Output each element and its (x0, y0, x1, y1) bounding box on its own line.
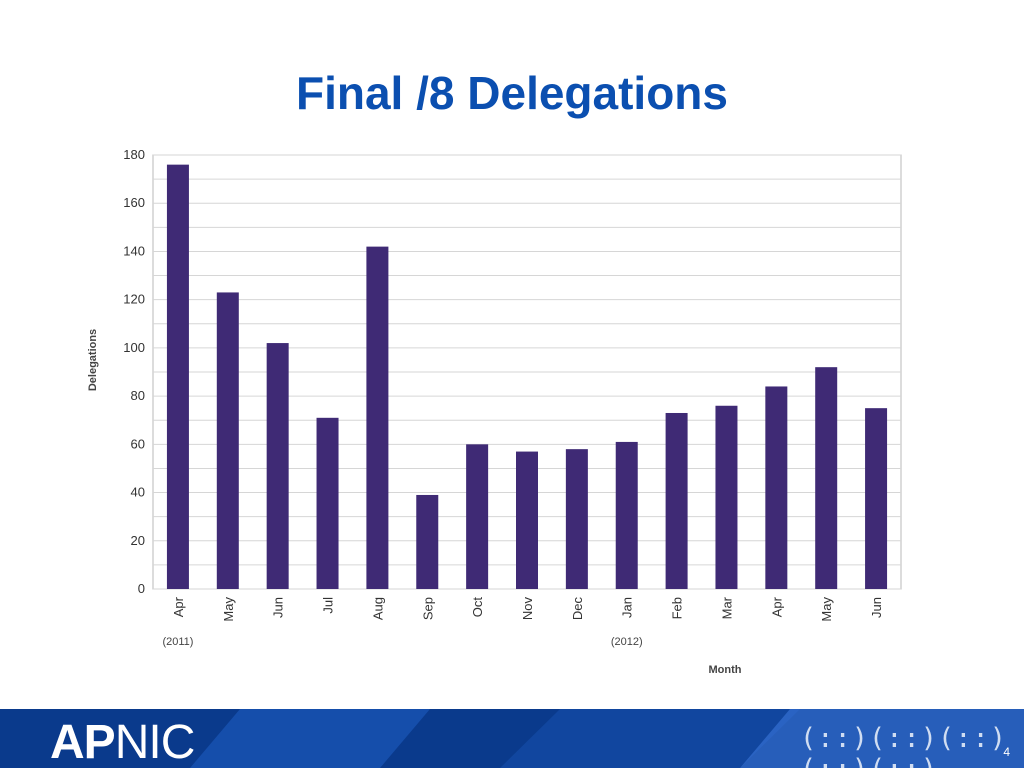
y-tick-label: 80 (131, 388, 145, 403)
bar-may-1 (216, 292, 239, 589)
x-tick-label: Dec (570, 597, 585, 621)
x-tick-label: Feb (670, 597, 685, 619)
bar-dec-8 (565, 449, 588, 589)
y-tick-label: 40 (131, 485, 145, 500)
bar-apr-0 (166, 164, 189, 589)
y-tick-label: 180 (123, 147, 145, 162)
bar-oct-6 (466, 444, 489, 589)
y-tick-label: 100 (123, 340, 145, 355)
x-tick-label: Jan (620, 597, 635, 618)
apnic-logo: APNIC (50, 715, 196, 768)
x-tick-label: Jun (271, 597, 286, 618)
bar-jun-2 (266, 343, 289, 589)
bar-may-13 (815, 367, 838, 589)
bar-jun-14 (865, 408, 888, 589)
x-tick-label: Mar (719, 596, 734, 619)
y-axis-title: Delegations (87, 329, 99, 391)
logo-nic: NIC (114, 716, 196, 768)
delegations-bar-chart: 0 20 40 60 80 100 120 140 160 180 Apr May Jun Jul Aug S… (87, 147, 902, 676)
page-number: 4 (1003, 745, 1010, 759)
logo-ap: AP (50, 716, 116, 768)
x-tick-label: Nov (520, 597, 535, 621)
apnic-emblem-glyphs: (::)(::)(::)(::)(::) (800, 723, 1008, 768)
year-label: (2011) (162, 636, 193, 648)
bar-mar-11 (715, 405, 738, 589)
bar-sep-5 (416, 494, 439, 589)
year-label: (2012) (611, 636, 643, 648)
bar-apr-12 (765, 386, 788, 589)
x-tick-label: May (819, 597, 834, 622)
bar-nov-7 (516, 451, 538, 589)
y-tick-label: 60 (131, 436, 145, 451)
x-tick-label: Jun (869, 597, 884, 618)
bar-jan-9 (615, 441, 638, 589)
x-tick-label: Apr (171, 596, 186, 617)
x-tick-label: Oct (470, 597, 485, 618)
y-tick-label: 0 (138, 581, 145, 596)
y-tick-label: 160 (123, 195, 145, 210)
x-axis-title: Month (709, 664, 742, 676)
slide-title: Final /8 Delegations (296, 67, 728, 119)
x-tick-label: Sep (420, 597, 435, 620)
y-tick-label: 120 (123, 292, 145, 307)
bar-feb-10 (665, 412, 688, 589)
x-tick-label: Aug (370, 597, 385, 620)
x-tick-label: Jul (321, 597, 336, 614)
footer-banner: APNIC (::)(::)(::)(::)(::) 4 (0, 709, 1024, 768)
y-tick-label: 20 (131, 533, 145, 548)
bar-aug-4 (366, 246, 389, 589)
footer-background (0, 709, 1024, 768)
x-tick-label: May (221, 597, 236, 622)
x-tick-label: Apr (769, 596, 784, 617)
bar-jul-3 (316, 417, 339, 589)
y-tick-label: 140 (123, 243, 145, 258)
